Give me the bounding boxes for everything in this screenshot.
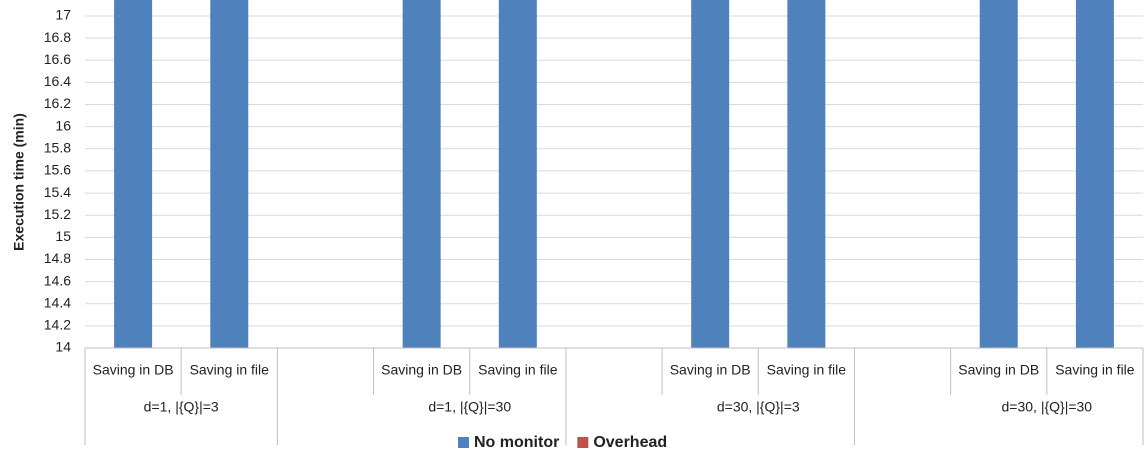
- x-tick-label: Saving in file: [478, 362, 558, 378]
- y-tick-label: 14: [55, 339, 71, 355]
- y-tick-label: 14.6: [44, 272, 71, 288]
- bar-segment: [114, 0, 153, 348]
- y-tick-label: 16.6: [44, 51, 71, 67]
- group-label: d=30, |{Q}|=30: [1002, 399, 1093, 415]
- bar-segment: [691, 0, 730, 348]
- y-tick-label: 15: [55, 228, 71, 244]
- y-tick-label: 15.4: [44, 184, 71, 200]
- y-tick-label: 14.2: [44, 317, 71, 333]
- y-tick-label: 15.2: [44, 206, 71, 222]
- group-label: d=30, |{Q}|=3: [717, 399, 800, 415]
- group-label: d=1, |{Q}|=3: [144, 399, 219, 415]
- x-tick-label: Saving in DB: [670, 362, 751, 378]
- x-tick-label: Saving in file: [190, 362, 270, 378]
- bar-segment: [1075, 0, 1114, 348]
- y-tick-label: 15.8: [44, 140, 71, 156]
- bar-segment: [979, 0, 1018, 348]
- bar-segment: [402, 0, 441, 348]
- x-tick-label: Saving in DB: [93, 362, 174, 378]
- x-tick-label: Saving in DB: [958, 362, 1039, 378]
- x-tick-label: Saving in file: [767, 362, 847, 378]
- legend-label: Overhead: [593, 434, 667, 451]
- legend-swatch: [577, 437, 589, 448]
- bar-segment: [787, 0, 826, 348]
- y-tick-label: 16.4: [44, 73, 71, 89]
- bar-segment: [210, 0, 249, 348]
- x-tick-label: Saving in DB: [381, 362, 462, 378]
- y-tick-label: 15.6: [44, 162, 71, 178]
- y-tick-label: 16.8: [44, 29, 71, 45]
- y-tick-label: 16.2: [44, 95, 71, 111]
- x-tick-label: Saving in file: [1055, 362, 1135, 378]
- bar-segment: [498, 0, 537, 348]
- y-axis-label: Execution time (min): [11, 113, 27, 251]
- y-tick-label: 14.8: [44, 250, 71, 266]
- y-tick-label: 16: [55, 117, 71, 133]
- legend-label: No monitor: [474, 434, 559, 451]
- legend-swatch: [458, 437, 469, 448]
- group-label: d=1, |{Q}|=30: [428, 399, 511, 415]
- y-tick-label: 14.4: [44, 294, 71, 310]
- y-tick-label: 17: [55, 7, 71, 23]
